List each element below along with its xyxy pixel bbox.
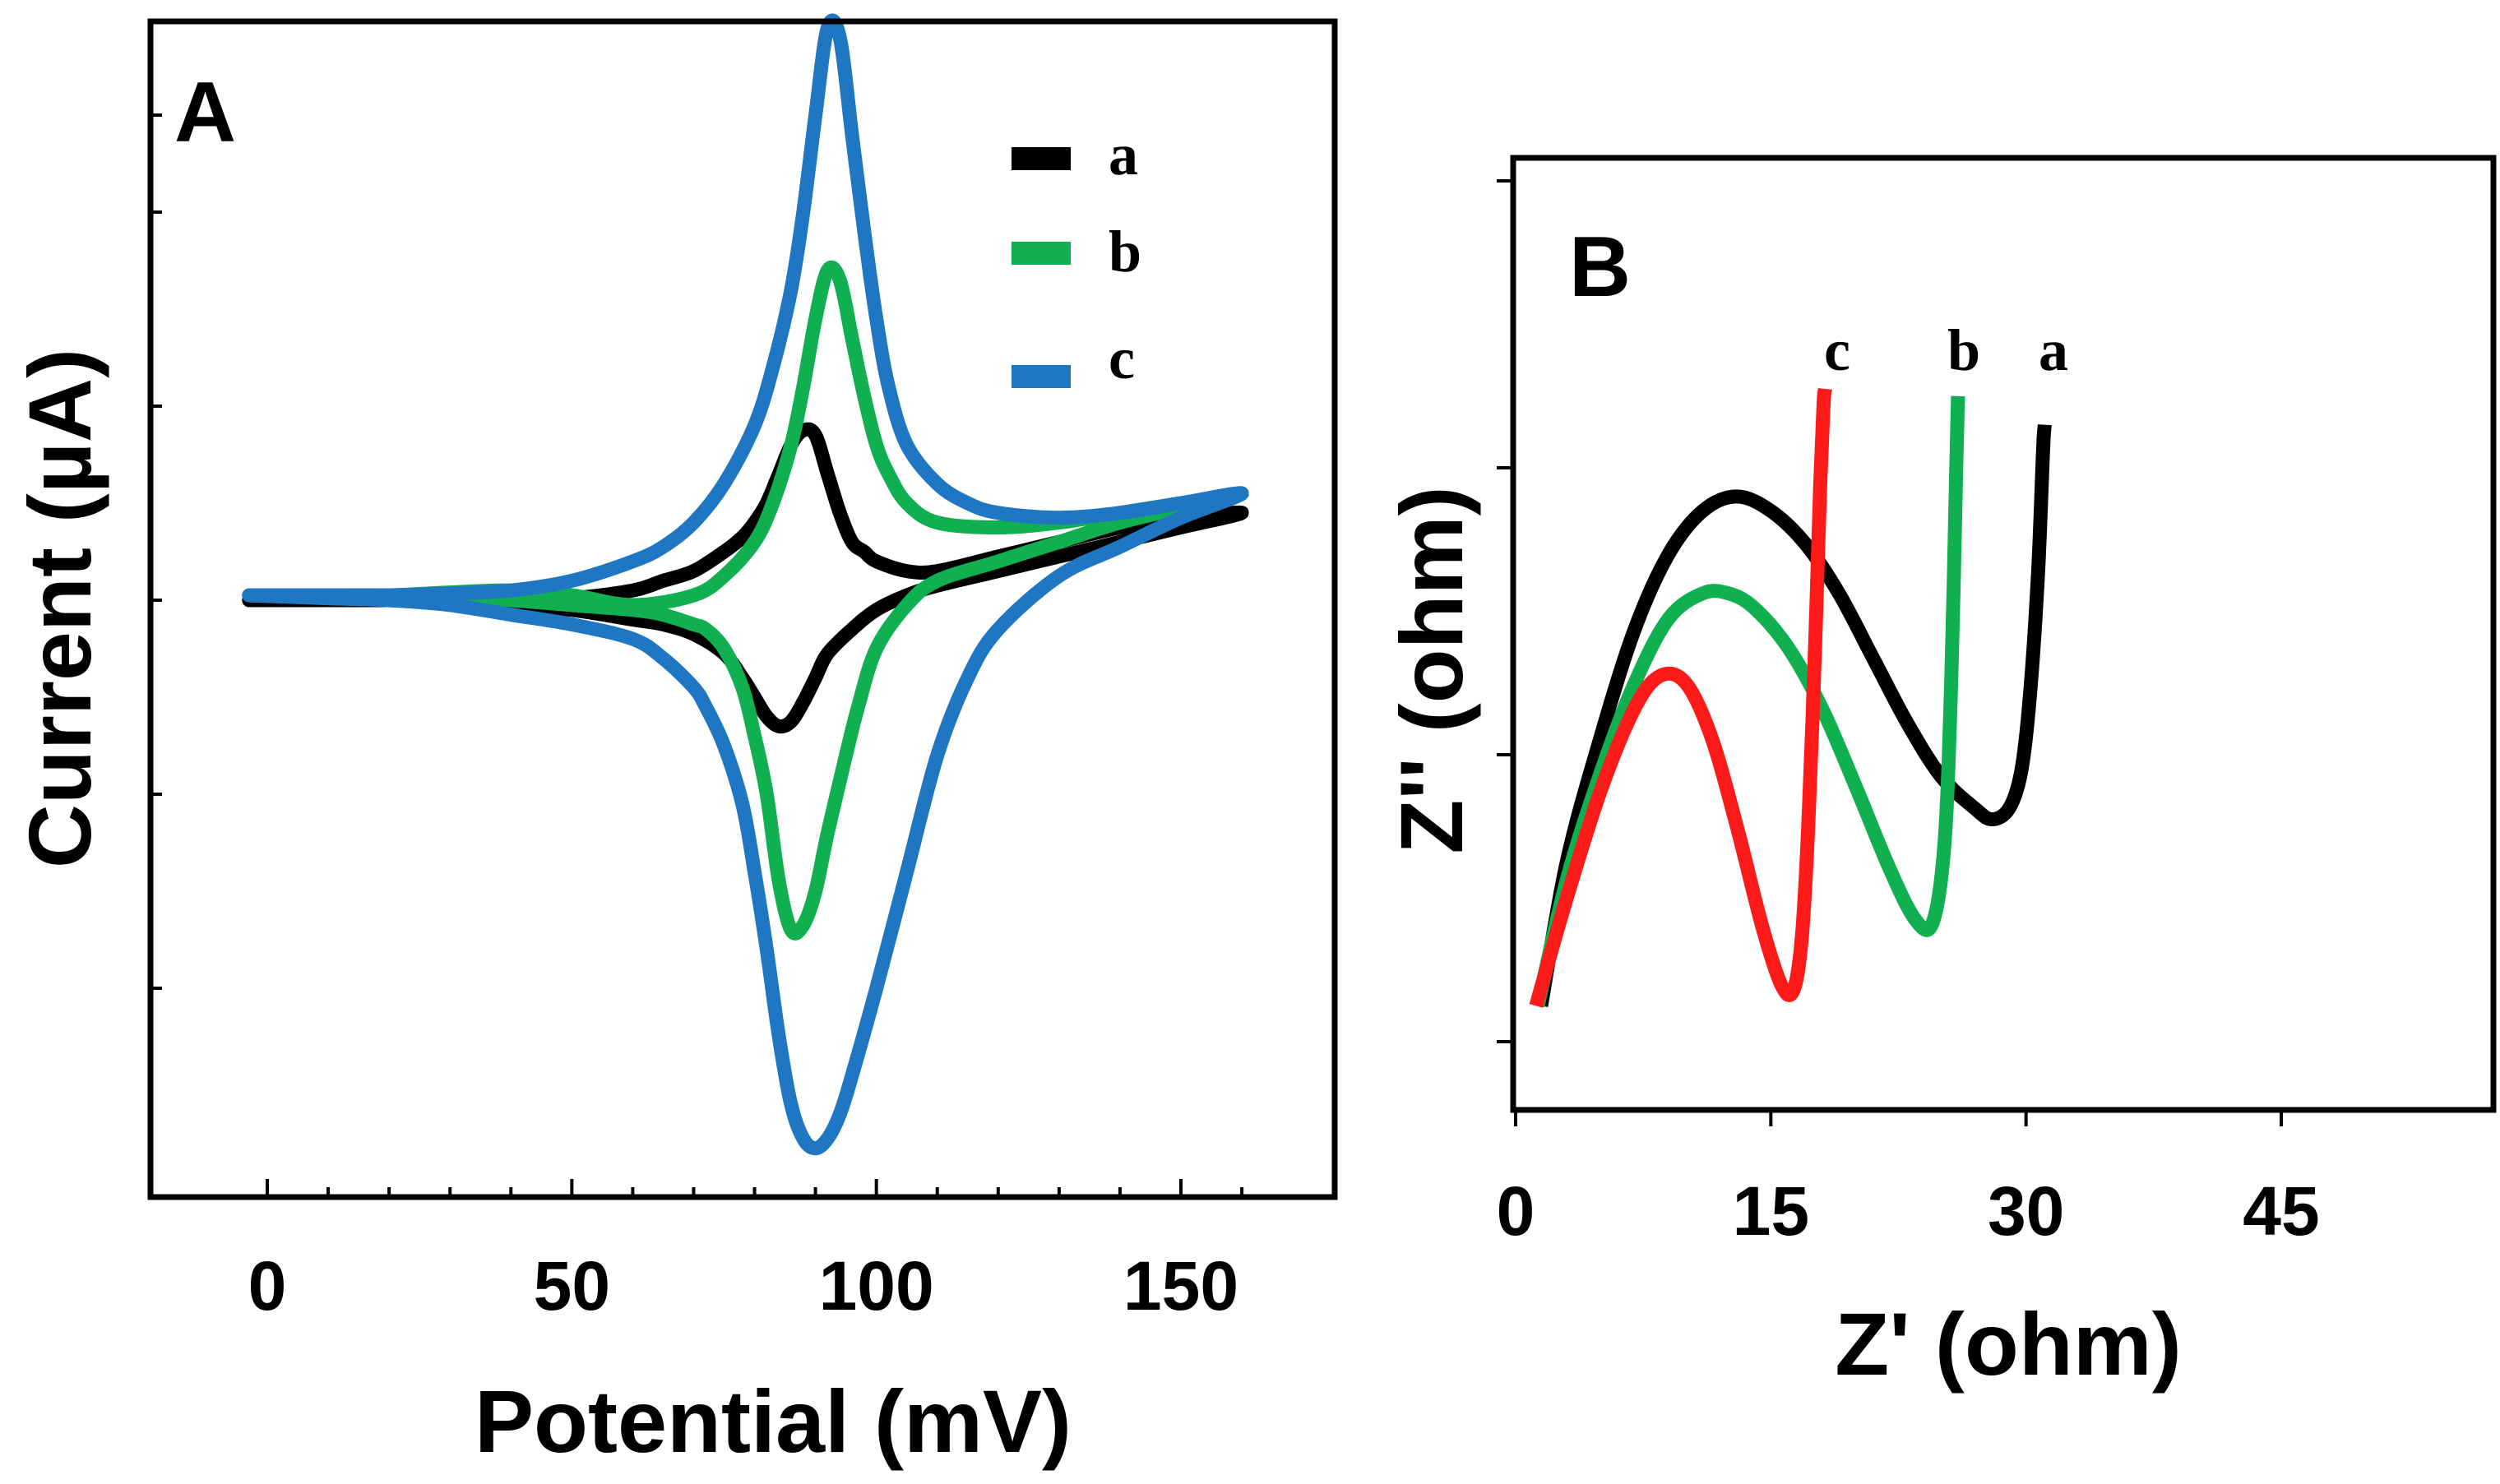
panel-a: A 0 50 100 150 Potential (mV) Current (µA) … — [10, 13, 1338, 1471]
panel-a-x-axis-label: Potential (mV) — [475, 1371, 1072, 1471]
panel-a-y-axis-label: Current (µA) — [10, 349, 109, 868]
panel-a-legend: a b c — [1012, 122, 1141, 391]
panel-b-curve-label-b: b — [1947, 317, 1980, 383]
panel-a-series-c — [242, 13, 1249, 1156]
panel-b-label: B — [1569, 220, 1631, 315]
panel-a-x-tick-label: 150 — [1123, 1247, 1238, 1325]
panel-a-label: A — [174, 65, 236, 160]
panel-b-series-c — [1529, 386, 1832, 1008]
panel-b-x-axis-label: Z' (ohm) — [1835, 1294, 2182, 1394]
panel-b-series-b — [1530, 395, 1965, 1008]
panel-b-curve-label-a: a — [2039, 317, 2068, 383]
panel-b: B 0 15 30 45 c b a Z' (ohm) Z'' (ohm) — [1382, 155, 2497, 1394]
panel-b-x-tick-label: 0 — [1497, 1172, 1535, 1250]
panel-a-x-tick-label: 100 — [819, 1247, 934, 1325]
panel-b-x-tick-label: 30 — [1988, 1172, 2064, 1250]
panel-a-plot-frame — [147, 18, 1338, 1200]
panel-b-y-axis-label: Z'' (ohm) — [1382, 486, 1481, 853]
panel-a-series — [242, 13, 1249, 1156]
panel-b-plot-frame — [1510, 155, 2497, 1113]
panel-a-x-tick-label: 50 — [534, 1247, 610, 1325]
legend-label-b: b — [1109, 219, 1141, 284]
panel-b-series-a — [1534, 423, 2052, 1007]
panel-b-curve-label-c: c — [1824, 317, 1850, 383]
panel-b-x-tick-labels: 0 15 30 45 — [1497, 1172, 2320, 1250]
panel-b-x-tick-label: 45 — [2243, 1172, 2319, 1250]
legend-label-a: a — [1109, 122, 1138, 187]
panel-a-x-tick-labels: 0 50 100 150 — [248, 1247, 1238, 1325]
panel-b-x-tick-label: 15 — [1733, 1172, 1809, 1250]
legend-label-c: c — [1109, 326, 1135, 391]
panel-b-series — [1529, 386, 2052, 1008]
panel-a-x-tick-label: 0 — [248, 1247, 287, 1325]
